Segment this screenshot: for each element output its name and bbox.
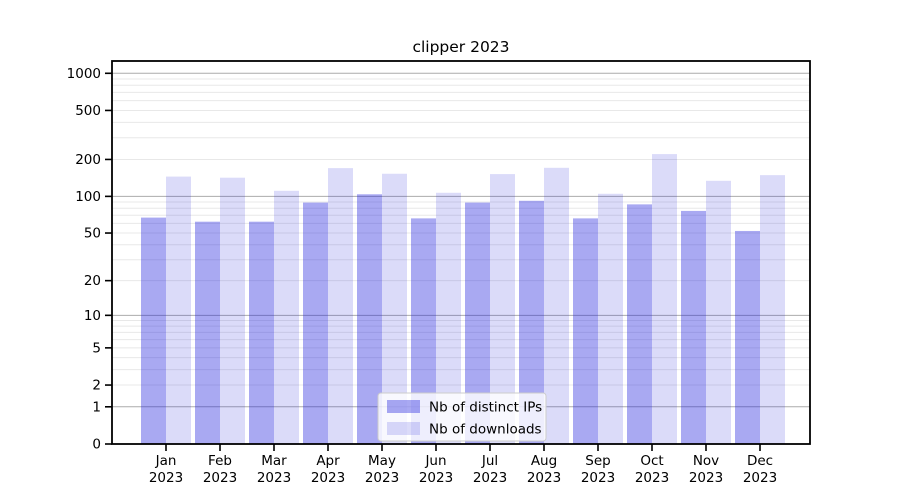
chart-title: clipper 2023 [412,38,509,56]
bar-downloads [274,190,299,444]
bar-downloads [544,167,569,444]
y-axis-tick-label: 1000 [67,66,101,82]
y-axis-tick-label: 5 [92,340,101,356]
y-axis-tick-label: 0 [92,437,101,453]
bar-downloads [166,176,191,445]
bar-distinct-ips [681,210,706,444]
bar-distinct-ips [735,230,760,444]
bar-downloads [652,154,677,444]
bar-distinct-ips [249,221,274,444]
bar-distinct-ips [141,217,166,444]
x-axis-tick-label: Jan 2023 [149,453,183,486]
bar-downloads [760,175,785,445]
x-axis-tick-label: Aug 2023 [527,453,561,486]
legend-label: Nb of distinct IPs [429,400,542,416]
bar-downloads [598,193,623,444]
y-axis-tick-label: 20 [84,273,101,289]
x-axis-tick-label: Oct 2023 [635,453,669,486]
bar-distinct-ips [627,204,652,444]
x-axis-tick-label: Mar 2023 [257,453,291,486]
bar-distinct-ips [195,221,220,444]
y-axis-tick-label: 50 [84,226,101,242]
x-axis-tick-label: Apr 2023 [311,453,345,486]
x-axis-tick-label: Jun 2023 [419,453,453,486]
x-axis-tick-label: Nov 2023 [689,453,723,486]
bar-distinct-ips [573,218,598,444]
y-axis-tick-label: 200 [75,152,101,168]
bar-downloads [328,168,353,444]
y-axis-tick-label: 10 [84,308,101,324]
plot-border [111,60,811,445]
x-axis-tick-label: Feb 2023 [203,453,237,486]
x-axis-tick-label: May 2023 [365,453,399,486]
y-axis-tick-label: 2 [92,378,101,394]
y-axis-tick-label: 500 [75,103,101,119]
legend [377,392,547,442]
legend-swatch-distinct-ips [387,400,420,413]
y-axis-tick-label: 100 [75,189,101,205]
x-axis-tick-label: Jul 2023 [473,453,507,486]
x-axis-tick-label: Dec 2023 [743,453,777,486]
bar-downloads [706,180,731,444]
bar-distinct-ips [303,202,328,444]
y-axis-tick-label: 1 [92,399,101,415]
legend-swatch-downloads [387,422,420,435]
x-axis-tick-label: Sep 2023 [581,453,615,486]
bar-downloads [220,177,245,444]
legend-label: Nb of downloads [429,422,542,438]
